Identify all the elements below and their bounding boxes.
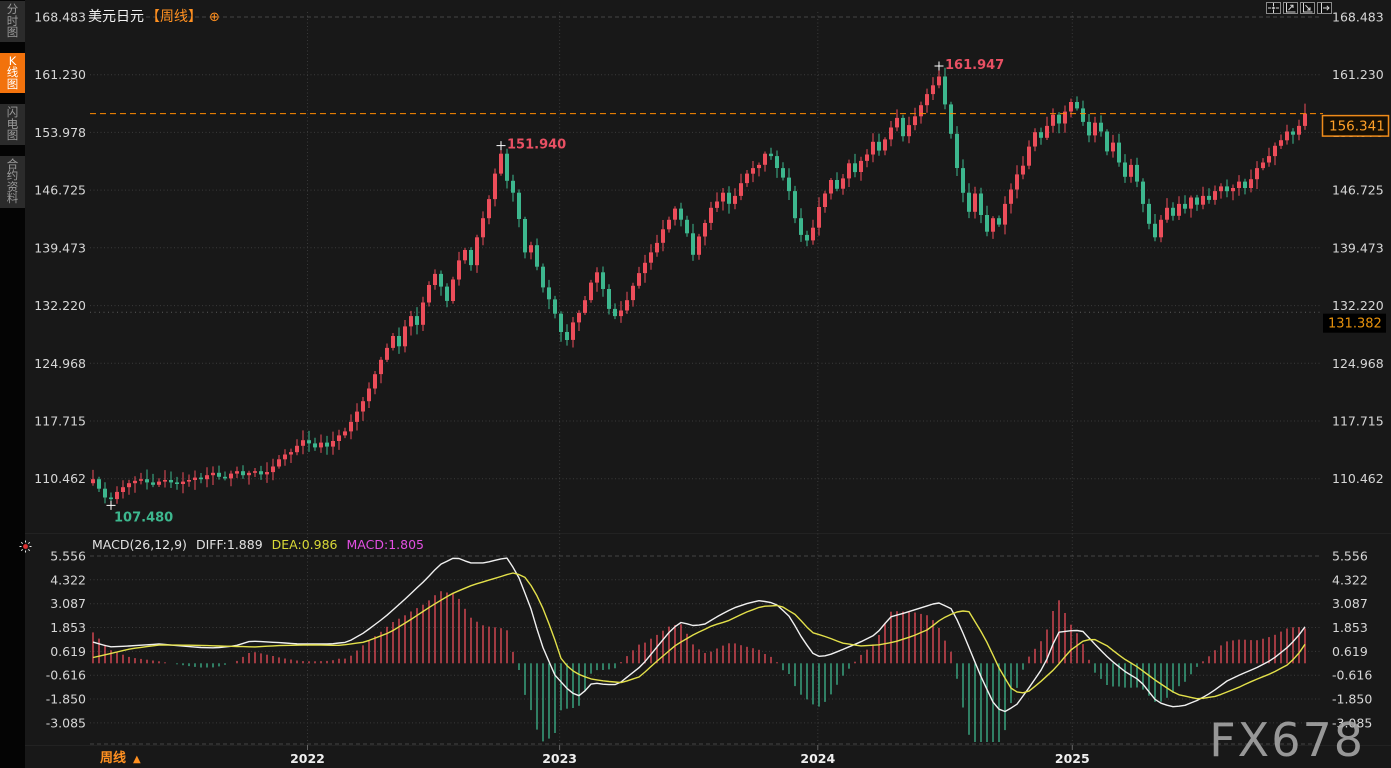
svg-text:146.725: 146.725	[34, 183, 86, 198]
svg-text:124.968: 124.968	[34, 356, 86, 371]
svg-text:131.382: 131.382	[1328, 317, 1382, 332]
svg-text:3.087: 3.087	[50, 596, 86, 611]
svg-text:5.556: 5.556	[1332, 549, 1368, 564]
jump-to-latest-icon	[1321, 3, 1330, 13]
sidebar-tab-2[interactable]: 闪 电 图	[0, 104, 25, 145]
svg-text:-1.850: -1.850	[46, 692, 86, 707]
axis-scale-left-icon	[1286, 3, 1296, 13]
add-indicator-icon[interactable]: ⊕	[209, 10, 220, 25]
svg-text:156.341: 156.341	[1329, 119, 1385, 135]
svg-text:-3.085: -3.085	[46, 715, 86, 730]
svg-text:124.968: 124.968	[1332, 356, 1384, 371]
svg-text:1.853: 1.853	[1332, 620, 1368, 635]
svg-text:107.480: 107.480	[114, 510, 173, 525]
chart-title: 美元日元 【周线】 ⊕	[88, 6, 220, 26]
period-tag: 【周线】	[146, 9, 202, 25]
macd-macd-value: MACD:1.805	[346, 537, 424, 552]
price-annotations: 107.480 151.940 161.947	[106, 58, 1004, 525]
watermark: FX678	[1209, 712, 1365, 767]
time-axis-labels: 2022 2023 2024 2025	[290, 751, 1090, 766]
price-axis-labels: 168.483168.483161.230161.230153.978153.9…	[34, 10, 1383, 731]
svg-text:161.230: 161.230	[34, 67, 86, 82]
svg-text:2025: 2025	[1055, 751, 1090, 766]
svg-text:110.462: 110.462	[1332, 471, 1384, 486]
macd-params-label: MACD(26,12,9)	[92, 537, 187, 552]
timeframe-label: 周线	[100, 751, 127, 766]
svg-text:117.715: 117.715	[1332, 414, 1384, 429]
svg-text:1.853: 1.853	[50, 620, 86, 635]
svg-text:0.619: 0.619	[1332, 644, 1368, 659]
svg-text:168.483: 168.483	[34, 10, 86, 25]
svg-text:2024: 2024	[800, 751, 835, 766]
candlestick-series	[91, 67, 1307, 504]
svg-text:0.619: 0.619	[50, 644, 86, 659]
timeframe-selector[interactable]: 周线 ▲	[100, 747, 141, 766]
macd-dea-value: DEA:0.986	[271, 537, 338, 552]
macd-histogram	[92, 591, 1306, 742]
axis-scale-right-button[interactable]	[1300, 2, 1315, 14]
chart-toolbar	[1266, 2, 1332, 14]
reference-level-line: 131.382	[90, 311, 1386, 333]
symbol-name: 美元日元	[88, 9, 144, 25]
svg-text:4.322: 4.322	[50, 572, 86, 587]
svg-text:-0.616: -0.616	[46, 668, 86, 683]
macd-diff-line	[92, 557, 1306, 713]
jump-to-latest-button[interactable]	[1317, 2, 1332, 14]
svg-text:117.715: 117.715	[34, 414, 86, 429]
sidebar-tab-1[interactable]: K 线 图	[0, 52, 25, 93]
last-price-line: 156.341	[90, 113, 1390, 137]
sidebar-tab-0[interactable]: 分 时 图	[0, 1, 25, 42]
svg-text:161.230: 161.230	[1332, 67, 1384, 82]
svg-text:132.220: 132.220	[1332, 298, 1384, 313]
svg-text:151.940: 151.940	[507, 138, 566, 153]
svg-text:168.483: 168.483	[1332, 10, 1384, 25]
svg-text:132.220: 132.220	[34, 298, 86, 313]
svg-text:2023: 2023	[542, 751, 577, 766]
svg-text:153.978: 153.978	[34, 125, 86, 140]
svg-text:110.462: 110.462	[34, 471, 86, 486]
svg-text:139.473: 139.473	[34, 240, 86, 255]
sidebar-tab-3[interactable]: 合 约 资 料	[0, 155, 25, 208]
svg-text:-3.085: -3.085	[1332, 715, 1372, 730]
axis-scale-right-icon	[1303, 3, 1313, 13]
svg-text:5.556: 5.556	[50, 549, 86, 564]
svg-text:4.322: 4.322	[1332, 572, 1368, 587]
svg-text:2022: 2022	[290, 751, 325, 766]
svg-text:-0.616: -0.616	[1332, 668, 1372, 683]
crosshair-tool-icon	[1268, 3, 1279, 13]
sidebar: 分 时 图 K 线 图闪 电 图合 约 资 料	[0, 0, 25, 768]
svg-text:-1.850: -1.850	[1332, 692, 1372, 707]
gridlines	[90, 12, 1320, 750]
macd-diff-value: DIFF:1.889	[195, 537, 263, 552]
indicator-settings-icon[interactable]	[19, 538, 32, 553]
svg-text:139.473: 139.473	[1332, 240, 1384, 255]
svg-text:3.087: 3.087	[1332, 596, 1368, 611]
macd-dea-line	[92, 572, 1306, 700]
timeframe-arrow-icon: ▲	[133, 754, 141, 765]
axis-scale-left-button[interactable]	[1283, 2, 1298, 14]
crosshair-tool-button[interactable]	[1266, 2, 1281, 14]
macd-header: MACD(26,12,9) DIFF:1.889 DEA:0.986 MACD:1.8…	[92, 537, 433, 552]
panel-separators	[25, 533, 1391, 746]
svg-text:146.725: 146.725	[1332, 183, 1384, 198]
svg-text:161.947: 161.947	[945, 58, 1004, 73]
